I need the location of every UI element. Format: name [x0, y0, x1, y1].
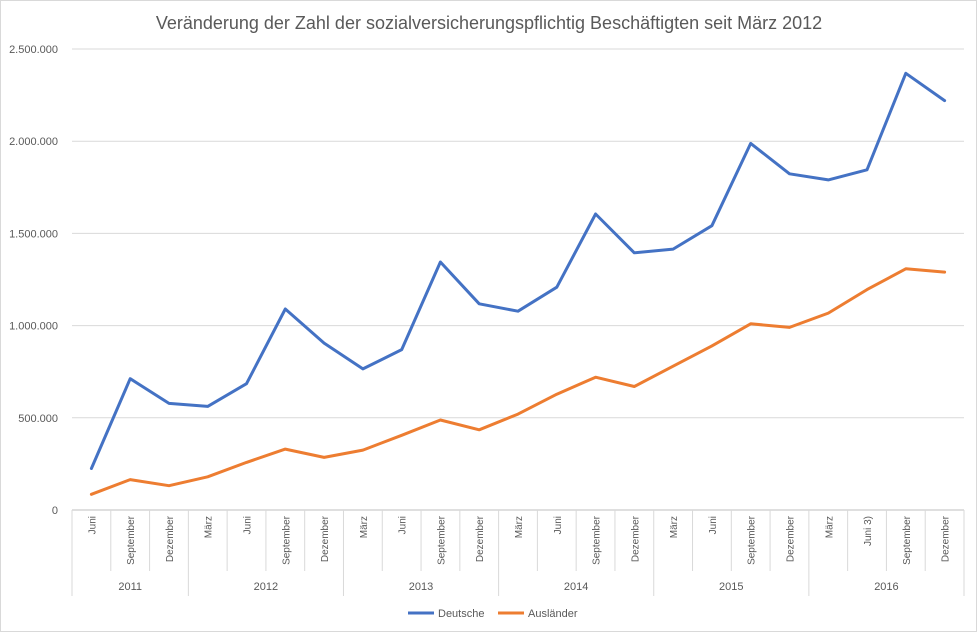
x-tick-label: September: [902, 515, 913, 565]
grid-lines: [72, 48, 964, 419]
data-point: [904, 72, 908, 75]
chart-title: Veränderung der Zahl der sozialversicher…: [156, 13, 822, 33]
data-point: [749, 142, 752, 145]
y-tick-label: 2.500.000: [9, 44, 58, 56]
x-tick-label: September: [747, 515, 758, 565]
data-point: [827, 178, 830, 182]
data-point: [90, 493, 93, 496]
data-point: [206, 405, 209, 408]
data-point: [710, 224, 714, 227]
data-point: [322, 456, 326, 459]
data-point: [594, 212, 597, 216]
data-point: [827, 311, 830, 315]
data-point: [284, 307, 287, 311]
data-point: [361, 448, 365, 452]
data-point: [594, 376, 597, 379]
data-point: [439, 418, 442, 422]
data-point: [322, 341, 326, 345]
data-point: [167, 484, 171, 487]
year-label: 2011: [118, 581, 142, 593]
data-point: [439, 260, 442, 264]
y-axis-ticks: 0 500.000 1.000.000 1.500.000 2.000.000 2.500…: [9, 44, 58, 517]
x-tick-label: Juni: [87, 516, 98, 534]
data-point: [245, 382, 248, 385]
data-point: [710, 344, 714, 348]
x-tick-label: September: [281, 515, 292, 565]
y-tick-label: 1.500.000: [9, 228, 58, 240]
data-point: [167, 402, 171, 405]
x-tick-label: März: [204, 516, 215, 538]
year-label: 2015: [719, 581, 743, 593]
year-label: 2016: [874, 581, 898, 593]
data-point: [749, 322, 752, 325]
x-tick-label: September: [126, 515, 137, 565]
y-tick-label: 0: [52, 505, 58, 517]
data-point: [943, 270, 946, 274]
data-point: [516, 310, 520, 313]
year-label: 2014: [564, 581, 588, 593]
data-point: [943, 99, 946, 102]
y-tick-label: 1.000.000: [9, 321, 58, 333]
x-tick-label: März: [514, 516, 525, 538]
legend-label: Ausländer: [528, 608, 578, 620]
data-point: [516, 412, 520, 416]
x-tick-label: Juni 3): [863, 516, 874, 546]
series-lines: [89, 71, 947, 496]
x-tick-label: Dezember: [941, 515, 952, 562]
data-point: [128, 478, 132, 481]
x-axis: Juni September Dezember März Juni September De…: [71, 509, 965, 596]
x-tick-label: Juni: [708, 516, 719, 534]
x-tick-label: Dezember: [630, 515, 641, 562]
data-point: [400, 348, 403, 351]
x-tick-label: September: [436, 515, 447, 565]
legend: Deutsche Ausländer: [408, 608, 578, 620]
x-tick-label: Dezember: [165, 515, 176, 562]
x-tick-label: Dezember: [475, 515, 486, 562]
x-tick-label: Juni: [553, 516, 564, 534]
y-tick-label: 2.000.000: [9, 136, 58, 148]
data-point: [671, 364, 675, 368]
data-point: [245, 461, 248, 464]
x-tick-label: März: [359, 516, 370, 538]
data-point: [400, 434, 403, 437]
data-point: [90, 467, 93, 470]
x-tick-label: September: [592, 515, 603, 565]
data-point: [361, 367, 365, 371]
data-point: [788, 172, 791, 176]
x-tick-label: Dezember: [320, 515, 331, 562]
year-label: 2013: [409, 581, 433, 593]
data-point: [128, 377, 132, 380]
data-point: [555, 392, 558, 396]
data-point: [633, 385, 636, 388]
x-tick-label: Juni: [398, 516, 409, 534]
data-point: [478, 428, 481, 431]
legend-label: Deutsche: [438, 608, 484, 620]
x-tick-label: März: [824, 516, 835, 538]
x-tick-label: Juni: [243, 516, 254, 534]
data-point: [478, 302, 481, 306]
data-point: [555, 286, 558, 289]
series-line-deutsche: [89, 71, 947, 470]
data-point: [865, 288, 869, 291]
x-tick-label: März: [669, 516, 680, 538]
data-point: [904, 267, 908, 271]
data-point: [671, 247, 675, 251]
data-point: [788, 326, 791, 329]
series-line-ausländer: [89, 267, 947, 496]
data-point: [633, 251, 636, 254]
x-tick-label: Dezember: [785, 515, 796, 562]
data-point: [284, 447, 287, 451]
y-tick-label: 500.000: [18, 413, 58, 425]
data-point: [865, 168, 869, 171]
year-label: 2012: [254, 581, 278, 593]
data-point: [206, 475, 209, 479]
